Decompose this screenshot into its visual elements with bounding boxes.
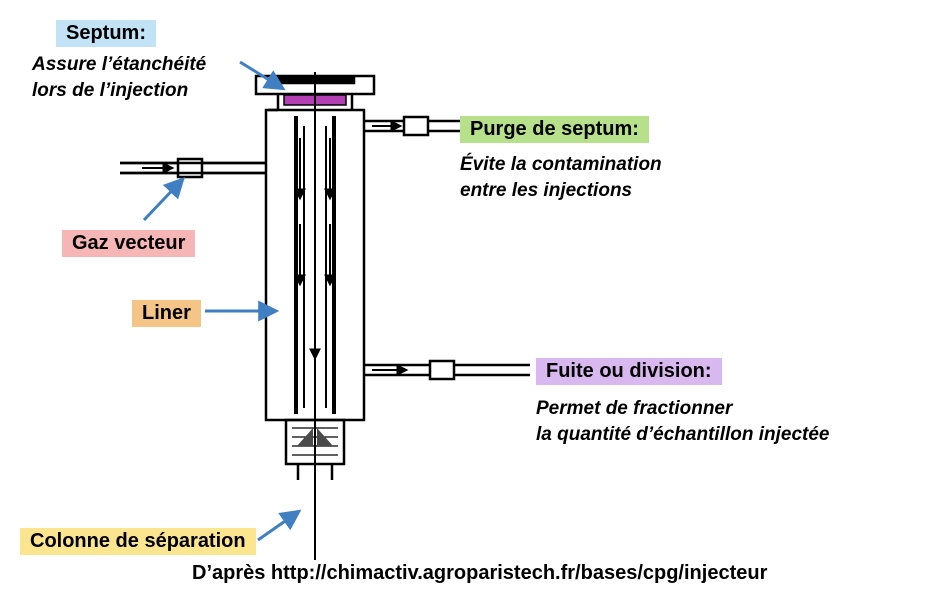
label-liner: Liner [132,300,201,327]
desc-septum: Assure l’étanchéité lors de l’injection [32,52,206,103]
desc-fuite: Permet de fractionner la quantité d’écha… [536,396,830,447]
desc-fuite-line2: la quantité d’échantillon injectée [536,424,830,445]
desc-purge: Évite la contamination entre les injecti… [460,152,662,203]
desc-purge-line1: Évite la contamination [460,154,662,175]
label-gaz: Gaz vecteur [62,230,195,257]
label-fuite: Fuite ou division: [536,358,722,385]
diagram-stage: Septum: Assure l’étanchéité lors de l’in… [0,0,928,592]
label-septum: Septum: [56,20,156,47]
desc-septum-line1: Assure l’étanchéité [32,54,206,75]
desc-fuite-line1: Permet de fractionner [536,398,732,419]
label-colonne: Colonne de séparation [20,528,256,555]
source-caption: D’après http://chimactiv.agroparistech.f… [192,562,767,585]
desc-septum-line2: lors de l’injection [32,80,188,101]
desc-purge-line2: entre les injections [460,180,632,201]
label-purge: Purge de septum: [460,116,649,143]
